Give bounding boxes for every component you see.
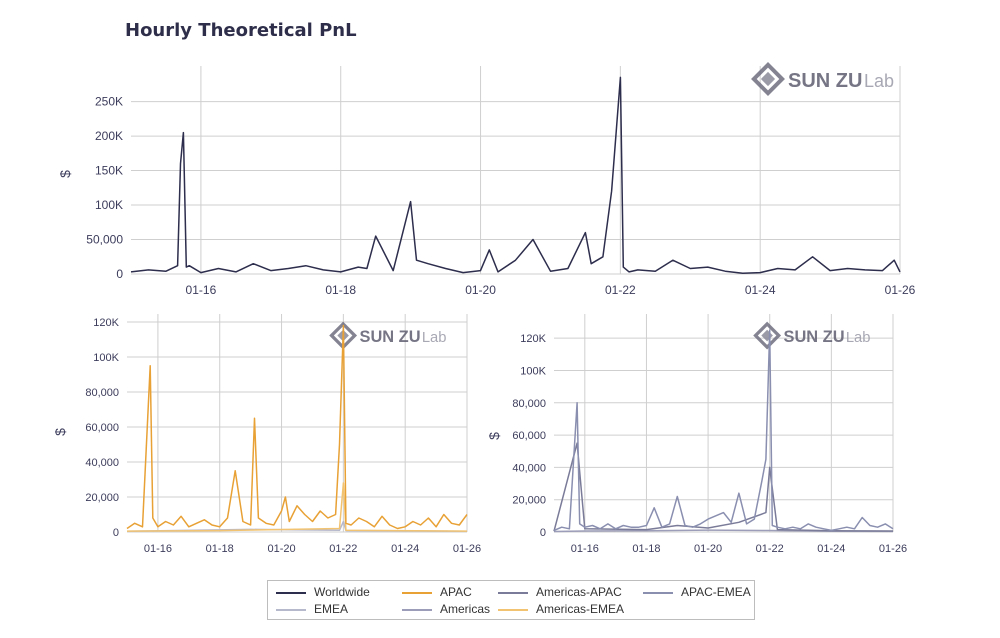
y-tick-label: 0 — [540, 527, 546, 539]
logo-brand-text: SUN ZU — [360, 328, 421, 346]
legend-swatch-americas — [402, 608, 432, 611]
legend-item-emea[interactable]: EMEA — [276, 602, 348, 616]
legend-swatch-worldwide — [276, 591, 306, 594]
x-tick-label: 01-16 — [144, 543, 172, 555]
y-axis-label: $ — [57, 170, 73, 178]
y-tick-label: 100K — [520, 365, 546, 377]
x-tick-label: 01-22 — [329, 543, 357, 555]
y-tick-label: 0 — [116, 267, 123, 281]
x-tick-label: 01-26 — [453, 543, 481, 555]
logo-suffix-text: Lab — [864, 71, 894, 91]
y-tick-label: 20,000 — [512, 495, 546, 507]
legend-item-americas-apac[interactable]: Americas-APAC — [498, 585, 622, 599]
legend-label: APAC — [440, 585, 472, 599]
logo-diamond-icon — [329, 321, 358, 350]
legend-swatch-apac — [402, 591, 432, 594]
y-tick-label: 100K — [95, 198, 123, 212]
legend-item-worldwide[interactable]: Worldwide — [276, 585, 370, 599]
series-line-americas-emea — [126, 482, 468, 532]
logo-brand-text: SUN ZU — [788, 70, 862, 92]
x-tick-label: 01-20 — [267, 543, 295, 555]
legend-swatch-emea — [276, 608, 306, 611]
y-tick-label: 40,000 — [85, 457, 119, 469]
logo-diamond-icon — [753, 321, 782, 350]
y-tick-label: 200K — [95, 129, 123, 143]
y-tick-label: 150K — [95, 164, 123, 178]
panel-top-chart: 0 50,000 100K 150K 200K 250K 01-16 01-18 01-20 01… — [57, 62, 916, 297]
x-tick-label: 01-18 — [206, 543, 234, 555]
y-tick-label: 0 — [113, 527, 119, 539]
logo-diamond-inner-icon — [761, 329, 773, 342]
x-tick-label: 01-26 — [879, 543, 907, 555]
legend-item-apac-emea[interactable]: APAC-EMEA — [643, 585, 751, 599]
legend: Worldwide APAC Americas-APAC APAC-EMEA E… — [267, 580, 755, 620]
legend-label: EMEA — [314, 602, 349, 616]
legend-label: APAC-EMEA — [681, 585, 751, 599]
legend-item-apac[interactable]: APAC — [402, 585, 472, 599]
legend-item-americas[interactable]: Americas — [402, 602, 490, 616]
logo-diamond-inner-icon — [760, 71, 776, 87]
x-tick-label: 01-18 — [632, 543, 660, 555]
y-tick-label: 40,000 — [512, 462, 546, 474]
y-axis-label: $ — [52, 428, 68, 436]
legend-swatch-americas-apac — [498, 591, 528, 594]
series-line-americas-apac — [553, 442, 894, 532]
legend-label: Worldwide — [314, 585, 370, 599]
x-tick-label: 01-24 — [745, 283, 776, 297]
y-tick-label: 20,000 — [85, 492, 119, 504]
logo-brand-text: SUN ZU — [784, 328, 845, 346]
x-tick-label: 01-26 — [885, 283, 916, 297]
x-tick-label: 01-16 — [571, 543, 599, 555]
chart-title: Hourly Theoretical PnL — [125, 20, 357, 41]
sunzu-logo-watermark: SUN ZU Lab — [329, 321, 447, 350]
series-line-apac — [126, 324, 468, 530]
x-tick-label: 01-16 — [186, 283, 217, 297]
x-tick-label: 01-20 — [694, 543, 722, 555]
x-tick-label: 01-22 — [756, 543, 784, 555]
legend-swatch-americas-emea — [498, 608, 528, 611]
legend-label: Americas — [440, 602, 491, 616]
legend-item-americas-emea[interactable]: Americas-EMEA — [498, 602, 624, 616]
y-tick-label: 50,000 — [86, 233, 123, 247]
y-tick-label: 80,000 — [85, 387, 119, 399]
y-tick-label: 250K — [95, 95, 123, 109]
logo-suffix-text: Lab — [422, 330, 447, 346]
x-tick-label: 01-24 — [391, 543, 419, 555]
legend-swatch-apac-emea — [643, 591, 673, 594]
logo-suffix-text: Lab — [846, 330, 871, 346]
x-tick-label: 01-22 — [605, 283, 636, 297]
y-tick-label: 60,000 — [512, 430, 546, 442]
legend-label: Americas-EMEA — [536, 602, 625, 616]
sunzu-logo-watermark: SUN ZU Lab — [753, 321, 871, 350]
series-line-worldwide — [130, 76, 901, 275]
sunzu-logo-watermark: SUN ZU Lab — [751, 62, 894, 96]
logo-diamond-icon — [751, 62, 785, 96]
panel-bottom-right-chart: 0 20,000 40,000 60,000 80,000 100K 120K 01-16 01… — [486, 314, 907, 555]
y-tick-label: 100K — [93, 352, 119, 364]
y-tick-label: 60,000 — [85, 422, 119, 434]
x-tick-label: 01-20 — [465, 283, 496, 297]
series-line-apac-emea — [553, 329, 894, 532]
y-tick-label: 120K — [520, 333, 546, 345]
y-tick-label: 80,000 — [512, 398, 546, 410]
legend-label: Americas-APAC — [536, 585, 622, 599]
panel-bottom-left-chart: 0 20,000 40,000 60,000 80,000 100K 120K 01-16 01… — [52, 314, 481, 555]
y-axis-label: $ — [486, 432, 502, 440]
x-tick-label: 01-18 — [325, 283, 356, 297]
y-tick-label: 120K — [93, 317, 119, 329]
x-tick-label: 01-24 — [817, 543, 845, 555]
